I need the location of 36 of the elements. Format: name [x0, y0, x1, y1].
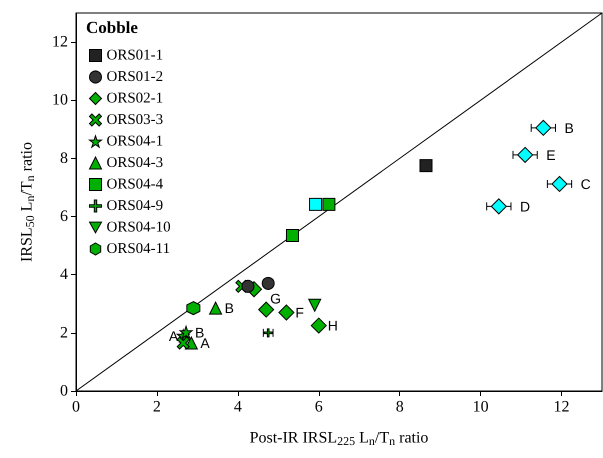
y-tick-label: 6 — [60, 208, 68, 226]
annotation: B — [564, 120, 574, 136]
legend-label: ORS01-1 — [106, 48, 164, 64]
x-tick-label: 8 — [396, 398, 404, 416]
y-tick-label: 2 — [60, 324, 68, 342]
legend-label: ORS04-3 — [106, 155, 164, 171]
legend-label: ORS03-3 — [106, 112, 164, 128]
legend-label: ORS04-1 — [106, 134, 164, 150]
legend-label: ORS04-9 — [106, 198, 164, 214]
annotation: E — [546, 146, 556, 163]
annotation: G — [270, 290, 282, 307]
x-tick-label: 2 — [152, 398, 161, 416]
annotation: A — [168, 328, 179, 344]
y-tick-label: 10 — [52, 92, 68, 109]
x-tick-label: 10 — [472, 398, 489, 416]
annotation: H — [328, 318, 338, 334]
y-tick-label: 4 — [60, 266, 68, 284]
annotation: B — [224, 300, 234, 316]
x-tick-label: 0 — [72, 398, 80, 416]
annotation: C — [580, 176, 591, 192]
y-tick-label: 12 — [52, 34, 68, 51]
x-tick-label: 6 — [314, 398, 323, 416]
legend-label: ORS04-10 — [106, 220, 171, 236]
legend-label: ORS02-1 — [106, 90, 164, 106]
x-tick-label: 12 — [554, 398, 570, 416]
annotation: B — [195, 324, 204, 340]
y-axis-title: IRSL50 Ln/Tn ratio — [18, 142, 37, 262]
legend-title: Cobble — [86, 18, 138, 37]
legend-label: ORS04-11 — [106, 241, 170, 257]
x-tick-label: 4 — [234, 398, 242, 416]
annotation: F — [295, 304, 304, 320]
y-tick-label: 8 — [60, 150, 68, 167]
legend-label: ORS04-4 — [106, 176, 164, 192]
y-tick-label: 0 — [60, 382, 68, 400]
legend-label: ORS01-2 — [106, 69, 164, 85]
annotation: D — [520, 198, 530, 214]
